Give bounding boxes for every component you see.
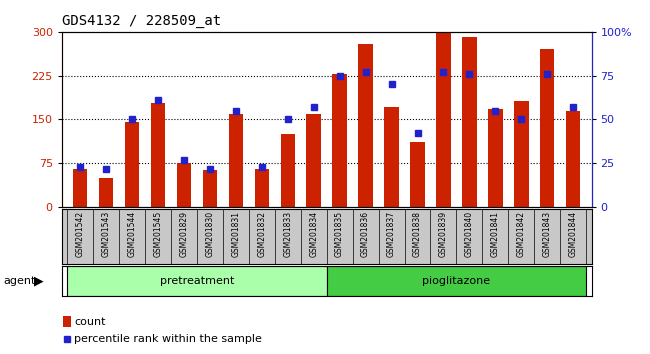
Bar bbox=[73, 169, 87, 207]
Bar bbox=[358, 44, 372, 207]
Text: GSM201833: GSM201833 bbox=[283, 211, 292, 257]
Bar bbox=[63, 316, 72, 327]
Text: GDS4132 / 228509_at: GDS4132 / 228509_at bbox=[62, 14, 221, 28]
Bar bbox=[281, 134, 295, 207]
Bar bbox=[410, 142, 424, 207]
Bar bbox=[488, 109, 502, 207]
Text: GSM201841: GSM201841 bbox=[491, 211, 500, 257]
Bar bbox=[332, 74, 346, 207]
Text: GSM201832: GSM201832 bbox=[257, 211, 266, 257]
Bar bbox=[99, 178, 113, 207]
Text: GSM201842: GSM201842 bbox=[517, 211, 526, 257]
Bar bbox=[177, 163, 191, 207]
Bar bbox=[540, 50, 554, 207]
Bar bbox=[151, 103, 165, 207]
Text: GSM201830: GSM201830 bbox=[205, 211, 214, 257]
Text: ▶: ▶ bbox=[34, 274, 44, 287]
Bar bbox=[307, 114, 321, 207]
Text: pretreatment: pretreatment bbox=[160, 275, 234, 286]
Text: GSM201839: GSM201839 bbox=[439, 211, 448, 257]
Text: GSM201840: GSM201840 bbox=[465, 211, 474, 257]
Text: GSM201543: GSM201543 bbox=[101, 211, 111, 257]
Bar bbox=[255, 169, 269, 207]
Bar bbox=[67, 266, 327, 296]
Text: GSM201831: GSM201831 bbox=[231, 211, 240, 257]
Text: agent: agent bbox=[3, 275, 36, 286]
Bar bbox=[327, 266, 586, 296]
Bar bbox=[462, 36, 476, 207]
Text: GSM201834: GSM201834 bbox=[309, 211, 318, 257]
Bar bbox=[203, 170, 217, 207]
Text: GSM201837: GSM201837 bbox=[387, 211, 396, 257]
Text: GSM201835: GSM201835 bbox=[335, 211, 344, 257]
Text: GSM201844: GSM201844 bbox=[569, 211, 578, 257]
Text: GSM201836: GSM201836 bbox=[361, 211, 370, 257]
Bar bbox=[566, 111, 580, 207]
Text: percentile rank within the sample: percentile rank within the sample bbox=[75, 334, 263, 344]
Text: GSM201545: GSM201545 bbox=[153, 211, 162, 257]
Text: GSM201843: GSM201843 bbox=[543, 211, 552, 257]
Text: GSM201829: GSM201829 bbox=[179, 211, 188, 257]
Text: GSM201838: GSM201838 bbox=[413, 211, 422, 257]
Bar bbox=[436, 33, 450, 207]
Bar bbox=[229, 114, 243, 207]
Bar bbox=[384, 107, 398, 207]
Text: GSM201544: GSM201544 bbox=[127, 211, 136, 257]
Text: count: count bbox=[75, 317, 106, 327]
Text: GSM201542: GSM201542 bbox=[75, 211, 84, 257]
Text: pioglitazone: pioglitazone bbox=[422, 275, 491, 286]
Bar bbox=[125, 122, 139, 207]
Bar bbox=[514, 101, 528, 207]
